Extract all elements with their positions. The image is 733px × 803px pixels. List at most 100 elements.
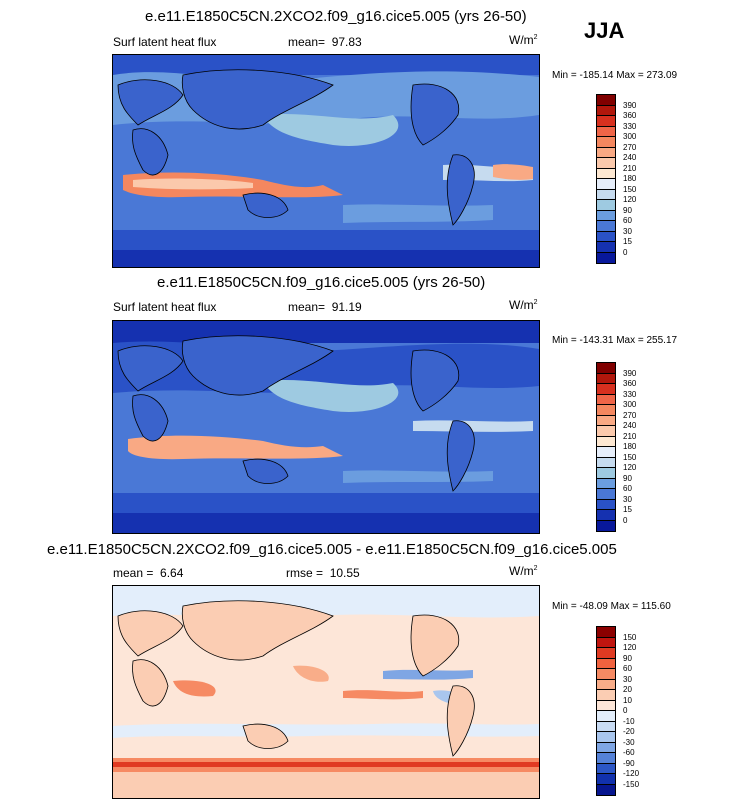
colorbar-tick-label: 120: [623, 195, 637, 204]
colorbar-swatch: [597, 658, 615, 669]
colorbar-swatch: [597, 426, 615, 437]
colorbar-swatch: [597, 394, 615, 405]
colorbar-swatch: [597, 478, 615, 489]
panel1-title: e.e11.E1850C5CN.2XCO2.f09_g16.cice5.005 …: [145, 8, 527, 25]
panel2-title: e.e11.E1850C5CN.f09_g16.cice5.005 (yrs 2…: [157, 274, 486, 291]
colorbar-tick-label: 210: [623, 163, 637, 173]
colorbar-swatch: [597, 147, 615, 158]
colorbar-swatch: [597, 168, 615, 179]
colorbar-swatch: [597, 510, 615, 521]
colorbar-tick-label: 30: [623, 494, 632, 504]
colorbar-swatch: [597, 679, 615, 690]
panel1-mean: mean= 97.83: [288, 35, 362, 49]
colorbar-swatch: [597, 116, 615, 127]
colorbar-tick-label: 0: [623, 247, 628, 257]
colorbar-swatch: [597, 363, 615, 374]
colorbar-swatch: [597, 774, 615, 785]
colorbar-tick-label: 120: [623, 463, 637, 472]
panel1-map: [112, 54, 540, 268]
colorbar-tick-label: 390: [623, 368, 637, 378]
panel2-mean: mean= 91.19: [288, 300, 362, 314]
colorbar-swatch: [597, 742, 615, 753]
colorbar-tick-label: 0: [623, 706, 628, 715]
panel3-map: [112, 585, 540, 799]
colorbar-swatch: [597, 784, 615, 795]
colorbar-tick-label: 15: [623, 505, 632, 514]
panel1-units: W/m2: [509, 33, 538, 47]
colorbar-swatch: [597, 200, 615, 211]
colorbar-swatch: [597, 373, 615, 384]
colorbar-tick-label: 180: [623, 442, 637, 451]
colorbar-tick-label: 150: [623, 632, 637, 642]
colorbar-tick-label: 390: [623, 100, 637, 110]
colorbar-tick-label: -120: [623, 769, 640, 778]
colorbar-tick-label: 60: [623, 216, 632, 225]
colorbar-tick-label: 10: [623, 695, 632, 705]
colorbar-tick-label: 30: [623, 226, 632, 236]
colorbar-swatch: [597, 137, 615, 148]
panel3-units: W/m2: [509, 564, 538, 578]
panel1-variable-label: Surf latent heat flux: [113, 35, 217, 49]
panel3-colorbar: [596, 626, 616, 796]
colorbar-swatch: [597, 210, 615, 221]
colorbar-tick-label: 180: [623, 174, 637, 183]
panel3-title: e.e11.E1850C5CN.2XCO2.f09_g16.cice5.005 …: [47, 541, 617, 558]
colorbar-tick-label: 150: [623, 184, 637, 194]
colorbar-tick-label: 330: [623, 389, 637, 399]
panel2-units: W/m2: [509, 298, 538, 312]
colorbar-swatch: [597, 711, 615, 722]
colorbar-swatch: [597, 189, 615, 200]
colorbar-swatch: [597, 721, 615, 732]
colorbar-tick-label: 60: [623, 664, 632, 673]
colorbar-swatch: [597, 436, 615, 447]
colorbar-tick-label: 120: [623, 643, 637, 652]
colorbar-swatch: [597, 690, 615, 701]
colorbar-tick-label: 360: [623, 379, 637, 388]
colorbar-tick-label: 360: [623, 111, 637, 120]
colorbar-swatch: [597, 158, 615, 169]
colorbar-swatch: [597, 520, 615, 531]
panel2-variable-label: Surf latent heat flux: [113, 300, 217, 314]
colorbar-tick-label: -90: [623, 758, 635, 768]
colorbar-swatch: [597, 499, 615, 510]
colorbar-tick-label: 270: [623, 410, 637, 420]
colorbar-swatch: [597, 447, 615, 458]
panel1-minmax: Min = -185.14 Max = 273.09: [552, 70, 678, 81]
panel3-mean: mean = 6.64: [113, 566, 184, 580]
colorbar-swatch: [597, 669, 615, 680]
colorbar-swatch: [597, 242, 615, 253]
colorbar-swatch: [597, 252, 615, 263]
panel3-rmse: rmse = 10.55: [286, 566, 360, 580]
colorbar-tick-label: -10: [623, 716, 635, 726]
colorbar-tick-label: 330: [623, 121, 637, 131]
colorbar-tick-label: 20: [623, 685, 632, 694]
colorbar-swatch: [597, 753, 615, 764]
colorbar-swatch: [597, 415, 615, 426]
colorbar-swatch: [597, 637, 615, 648]
colorbar-swatch: [597, 231, 615, 242]
colorbar-tick-label: 240: [623, 421, 637, 430]
colorbar-swatch: [597, 627, 615, 638]
colorbar-swatch: [597, 648, 615, 659]
colorbar-swatch: [597, 95, 615, 106]
colorbar-swatch: [597, 489, 615, 500]
colorbar-tick-label: 210: [623, 431, 637, 441]
colorbar-swatch: [597, 468, 615, 479]
colorbar-tick-label: -60: [623, 748, 635, 757]
season-label: JJA: [584, 18, 625, 43]
colorbar-swatch: [597, 732, 615, 743]
colorbar-swatch: [597, 405, 615, 416]
panel2-map: [112, 320, 540, 534]
panel1-colorbar: [596, 94, 616, 264]
colorbar-tick-label: 270: [623, 142, 637, 152]
colorbar-tick-label: 90: [623, 473, 632, 483]
colorbar-swatch: [597, 221, 615, 232]
colorbar-tick-label: 240: [623, 153, 637, 162]
colorbar-tick-label: 60: [623, 484, 632, 493]
colorbar-tick-label: -20: [623, 727, 635, 736]
colorbar-tick-label: 30: [623, 674, 632, 684]
colorbar-tick-label: 150: [623, 452, 637, 462]
colorbar-tick-label: 300: [623, 132, 637, 141]
colorbar-swatch: [597, 384, 615, 395]
panel3-minmax: Min = -48.09 Max = 115.60: [552, 601, 671, 612]
